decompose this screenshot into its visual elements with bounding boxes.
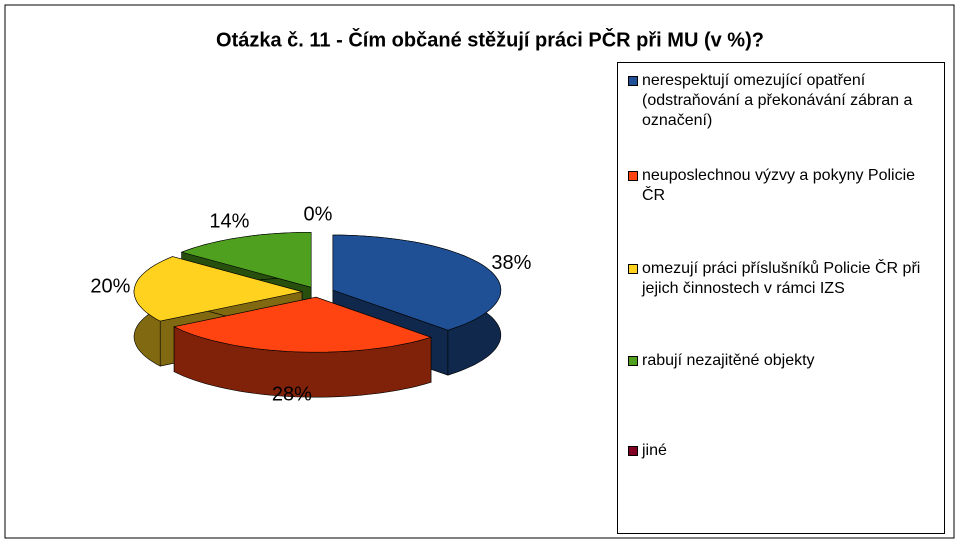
slice-top <box>180 232 312 288</box>
slice-top <box>133 256 303 322</box>
legend-item: omezují práci příslušníků Policie ČR při… <box>628 259 942 299</box>
legend-item: rabují nezajitěné objekty <box>628 351 942 371</box>
data-label: 38% <box>491 252 531 274</box>
legend-label: nerespektují omezující opatření (odstraň… <box>642 72 913 129</box>
legend-swatch <box>628 356 638 366</box>
slice <box>173 296 432 398</box>
slice-top <box>332 234 502 331</box>
legend-label: omezují práci příslušníků Policie ČR při… <box>642 260 921 297</box>
data-label: 0% <box>304 203 333 225</box>
slice-top <box>173 296 432 353</box>
legend-label: jiné <box>642 442 667 459</box>
legend-swatch <box>628 264 638 274</box>
legend-swatch <box>628 171 638 181</box>
legend-item: neuposlechnou výzvy a pokyny Policie ČR <box>628 166 942 206</box>
legend: nerespektují omezující opatření (odstraň… <box>617 62 945 534</box>
data-label: 28% <box>272 384 312 406</box>
data-label: 14% <box>209 211 249 233</box>
legend-swatch <box>628 76 638 86</box>
legend-item: nerespektují omezující opatření (odstraň… <box>628 71 942 131</box>
data-label: 20% <box>90 275 130 297</box>
legend-label: neuposlechnou výzvy a pokyny Policie ČR <box>642 167 916 204</box>
legend-item: jiné <box>628 441 942 461</box>
legend-swatch <box>628 446 638 456</box>
legend-label: rabují nezajitěné objekty <box>642 352 815 369</box>
chart-title: Otázka č. 11 - Čím občané stěžují práci … <box>216 27 764 51</box>
